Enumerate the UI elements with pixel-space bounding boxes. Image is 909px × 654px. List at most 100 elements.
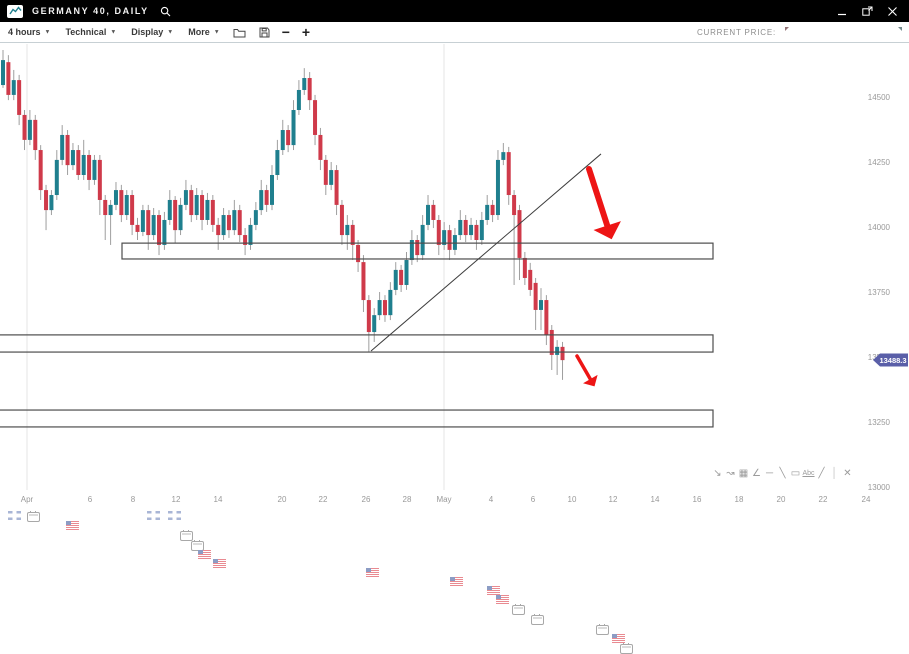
uk-flag-icon[interactable] — [147, 511, 160, 520]
candle-body — [113, 190, 118, 205]
candle-body — [162, 219, 167, 245]
horizontal-line-icon[interactable]: ─ — [765, 468, 774, 479]
technical-dropdown[interactable]: Technical ▼ — [65, 27, 116, 37]
popout-icon[interactable] — [861, 5, 873, 17]
candle-body — [436, 219, 441, 245]
us-flag-icon[interactable] — [450, 577, 463, 586]
red-arrow-head[interactable] — [593, 221, 621, 240]
support-resistance-zone[interactable] — [0, 334, 714, 353]
more-label: More — [188, 27, 210, 37]
us-flag-icon[interactable] — [496, 595, 509, 604]
candle-body — [119, 190, 124, 216]
calendar-event-icon[interactable] — [180, 530, 193, 541]
candle-body — [157, 215, 162, 245]
title-bar: GERMANY 40, DAILY — [0, 0, 909, 22]
chevron-down-icon: ▼ — [110, 29, 117, 36]
cursor-arrow-icon[interactable]: ↘ — [713, 468, 722, 479]
date-axis-tick: 14 — [214, 495, 223, 504]
uk-flag-icon[interactable] — [8, 511, 21, 520]
curve-arrow-icon[interactable]: ↝ — [726, 468, 735, 479]
rectangle-icon[interactable]: ▭ — [790, 468, 801, 479]
display-label: Display — [131, 27, 164, 37]
candle-body — [280, 130, 285, 151]
candle-body — [313, 100, 318, 135]
us-flag-icon[interactable] — [366, 568, 379, 577]
candle-body — [103, 199, 108, 216]
sell-price-badge[interactable]: 13488. 3 — [783, 25, 840, 40]
us-flag-icon[interactable] — [198, 550, 211, 559]
diagonal-line-icon[interactable]: ╱ — [818, 468, 825, 479]
more-dropdown[interactable]: More ▼ — [188, 27, 219, 37]
candle-body — [339, 204, 344, 236]
fan-lines-icon[interactable]: ∠ — [752, 468, 761, 479]
save-icon[interactable] — [259, 27, 270, 38]
candle-body — [399, 269, 404, 285]
calendar-event-icon[interactable] — [620, 643, 633, 654]
calendar-event-icon[interactable] — [512, 604, 525, 615]
candle-body — [323, 159, 328, 185]
candle-body — [415, 240, 420, 256]
date-axis-tick: 6 — [531, 495, 536, 504]
text-icon[interactable]: Abc — [802, 470, 815, 477]
date-axis-tick: 12 — [172, 495, 181, 504]
candle-body — [189, 190, 194, 216]
red-arrow-head[interactable] — [583, 374, 598, 387]
search-icon[interactable] — [160, 6, 171, 17]
delete-icon[interactable]: ✕ — [843, 468, 852, 479]
date-axis-tick: 10 — [568, 495, 577, 504]
candle-body — [334, 170, 339, 205]
candle-body — [426, 204, 431, 225]
candle-body — [296, 89, 301, 110]
close-icon[interactable] — [886, 5, 898, 17]
candle-body — [130, 195, 135, 225]
candle-body — [237, 210, 242, 236]
price-axis-tick: 13000 — [868, 483, 891, 492]
candle-body — [76, 150, 81, 175]
support-resistance-zone[interactable] — [121, 242, 714, 260]
candle-body — [49, 195, 54, 211]
red-arrow[interactable] — [586, 166, 612, 234]
candle-body — [232, 210, 237, 231]
zoom-in-button[interactable]: + — [301, 24, 311, 40]
minimize-icon[interactable] — [836, 5, 848, 17]
candle-body — [302, 78, 307, 90]
candle-body — [452, 235, 457, 250]
candle-body — [253, 210, 258, 225]
support-resistance-zone[interactable] — [0, 409, 714, 428]
trendline[interactable] — [370, 153, 602, 352]
candle-body — [248, 224, 253, 245]
table-icon[interactable]: ▦ — [738, 468, 749, 479]
calendar-event-icon[interactable] — [531, 614, 544, 625]
candlestick-chart[interactable]: 1450014250140001375013500132501300013488… — [0, 0, 909, 527]
us-flag-icon[interactable] — [612, 634, 625, 643]
uk-flag-icon[interactable] — [168, 511, 181, 520]
us-flag-icon[interactable] — [66, 521, 79, 530]
calendar-event-icon[interactable] — [27, 511, 40, 522]
candle-body — [1, 60, 5, 86]
candle-body — [549, 329, 554, 355]
us-flag-icon[interactable] — [487, 586, 500, 595]
technical-label: Technical — [65, 27, 107, 37]
candle-body — [522, 257, 527, 278]
price-axis-tick: 13750 — [868, 288, 891, 297]
red-arrow[interactable] — [575, 354, 594, 384]
candle-body — [404, 260, 409, 285]
timeframe-dropdown[interactable]: 4 hours ▼ — [8, 27, 50, 37]
candle-body — [291, 110, 296, 146]
candle-body — [210, 199, 215, 225]
window-controls — [836, 5, 898, 17]
candle-body — [377, 300, 382, 316]
candle-body — [259, 190, 264, 211]
candle-body — [463, 219, 468, 236]
open-folder-icon[interactable] — [233, 27, 246, 38]
segment-icon[interactable]: ╲ — [779, 468, 786, 479]
buy-price-badge[interactable]: 13489. 7 — [847, 25, 904, 40]
display-dropdown[interactable]: Display ▼ — [131, 27, 173, 37]
us-flag-icon[interactable] — [213, 559, 226, 568]
zoom-out-button[interactable]: − — [281, 24, 290, 40]
candle-body — [38, 150, 43, 191]
calendar-event-icon[interactable] — [596, 624, 609, 635]
date-axis-tick: 12 — [609, 495, 618, 504]
buy-price-int: 13489. — [858, 26, 889, 38]
timeframe-label: 4 hours — [8, 27, 41, 37]
